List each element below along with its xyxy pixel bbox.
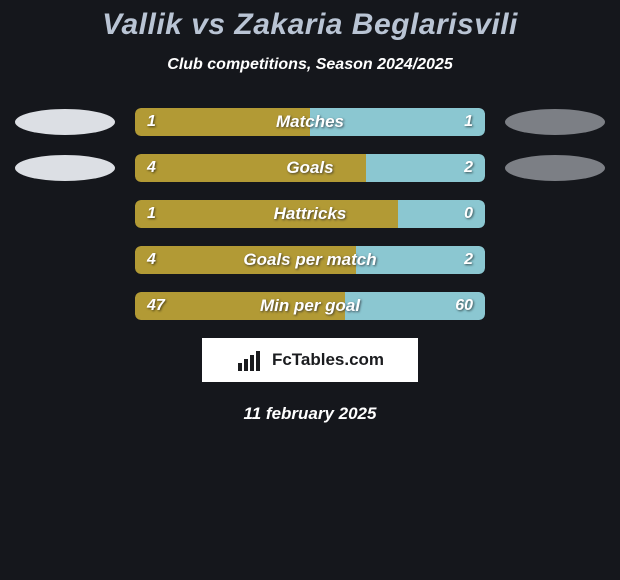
stat-bar-left: 1 [135, 108, 310, 136]
stat-value-right: 2 [464, 159, 473, 177]
stat-value-left: 4 [147, 159, 156, 177]
stat-bar-right: 1 [310, 108, 485, 136]
stat-bar: 10Hattricks [135, 200, 485, 228]
comparison-row: 11Matches [0, 108, 620, 136]
branding-text: FcTables.com [272, 350, 384, 370]
player-marker-left [15, 155, 115, 181]
branding-logo: FcTables.com [202, 338, 418, 382]
stat-bar-left: 4 [135, 154, 366, 182]
stat-bar-right: 2 [356, 246, 486, 274]
page-title: Vallik vs Zakaria Beglarisvili [0, 8, 620, 42]
stat-value-right: 1 [464, 113, 473, 131]
stat-bar: 42Goals per match [135, 246, 485, 274]
stat-bar-left: 47 [135, 292, 345, 320]
comparison-row: 10Hattricks [0, 200, 620, 228]
stat-bar: 11Matches [135, 108, 485, 136]
comparison-rows: 11Matches42Goals10Hattricks42Goals per m… [0, 108, 620, 320]
stat-value-left: 47 [147, 297, 165, 315]
stat-bar-right: 60 [345, 292, 485, 320]
comparison-row: 42Goals per match [0, 246, 620, 274]
page-subtitle: Club competitions, Season 2024/2025 [0, 56, 620, 74]
stat-value-right: 2 [464, 251, 473, 269]
bar-chart-icon [236, 347, 266, 373]
footer-date: 11 february 2025 [0, 404, 620, 424]
player-marker-left [15, 109, 115, 135]
stat-value-left: 4 [147, 251, 156, 269]
infographic-container: Vallik vs Zakaria Beglarisvili Club comp… [0, 0, 620, 424]
stat-bar: 42Goals [135, 154, 485, 182]
stat-bar-right: 0 [398, 200, 486, 228]
stat-bar: 4760Min per goal [135, 292, 485, 320]
stat-bar-left: 4 [135, 246, 356, 274]
player-marker-right [505, 155, 605, 181]
stat-value-left: 1 [147, 113, 156, 131]
stat-value-right: 0 [464, 205, 473, 223]
stat-value-left: 1 [147, 205, 156, 223]
stat-bar-right: 2 [366, 154, 485, 182]
stat-value-right: 60 [455, 297, 473, 315]
player-marker-right [505, 109, 605, 135]
comparison-row: 42Goals [0, 154, 620, 182]
comparison-row: 4760Min per goal [0, 292, 620, 320]
stat-bar-left: 1 [135, 200, 398, 228]
